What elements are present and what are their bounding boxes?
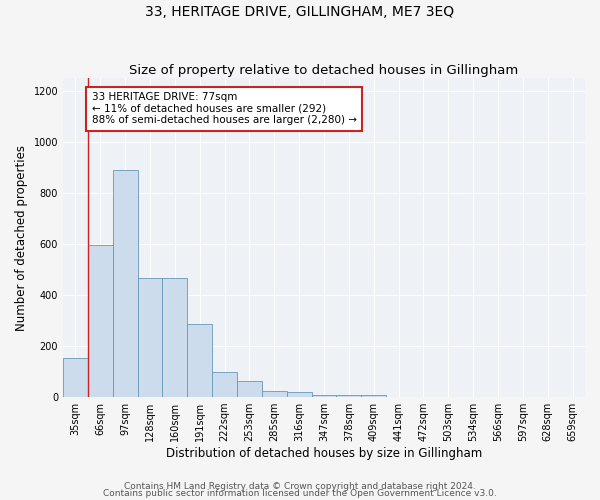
Bar: [337, 394, 361, 397]
Bar: [262, 390, 287, 397]
Bar: [361, 394, 386, 397]
Text: 33 HERITAGE DRIVE: 77sqm
← 11% of detached houses are smaller (292)
88% of semi-: 33 HERITAGE DRIVE: 77sqm ← 11% of detach…: [92, 92, 356, 126]
Bar: [88, 246, 113, 397]
Text: Contains HM Land Registry data © Crown copyright and database right 2024.: Contains HM Land Registry data © Crown c…: [124, 482, 476, 491]
Text: Contains public sector information licensed under the Open Government Licence v3: Contains public sector information licen…: [103, 489, 497, 498]
Bar: [237, 382, 262, 397]
Bar: [137, 278, 163, 397]
Bar: [287, 392, 311, 397]
Title: Size of property relative to detached houses in Gillingham: Size of property relative to detached ho…: [130, 64, 518, 77]
Bar: [113, 170, 137, 397]
X-axis label: Distribution of detached houses by size in Gillingham: Distribution of detached houses by size …: [166, 447, 482, 460]
Bar: [163, 278, 187, 397]
Bar: [212, 372, 237, 397]
Y-axis label: Number of detached properties: Number of detached properties: [15, 144, 28, 330]
Text: 33, HERITAGE DRIVE, GILLINGHAM, ME7 3EQ: 33, HERITAGE DRIVE, GILLINGHAM, ME7 3EQ: [145, 5, 455, 19]
Bar: [63, 358, 88, 397]
Bar: [187, 324, 212, 397]
Bar: [311, 394, 337, 397]
